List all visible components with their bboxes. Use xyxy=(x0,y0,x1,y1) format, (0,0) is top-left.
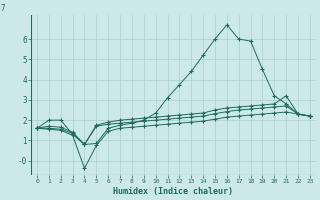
X-axis label: Humidex (Indice chaleur): Humidex (Indice chaleur) xyxy=(114,187,234,196)
Text: 7: 7 xyxy=(1,4,5,13)
